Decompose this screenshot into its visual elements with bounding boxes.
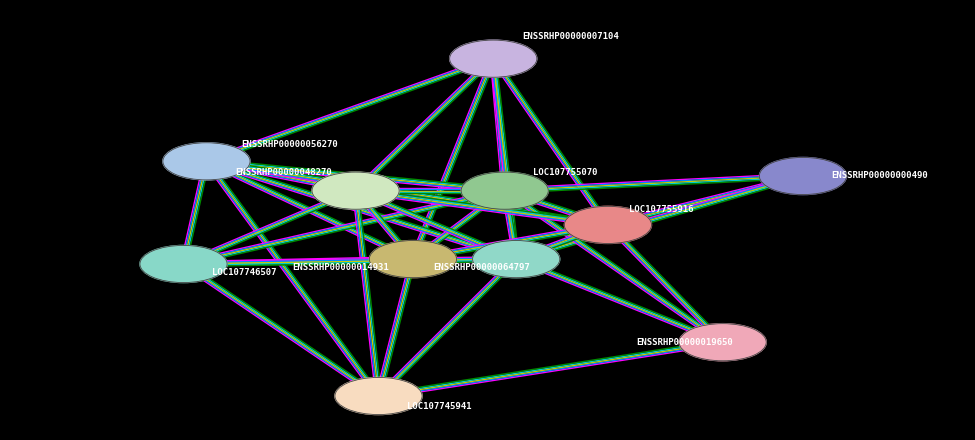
Circle shape (679, 324, 766, 361)
Text: LOC107755070: LOC107755070 (533, 168, 598, 176)
Circle shape (461, 172, 548, 209)
Text: ENSSRHP00000007104: ENSSRHP00000007104 (522, 32, 619, 41)
Circle shape (140, 246, 227, 282)
Text: LOC107745941: LOC107745941 (408, 402, 472, 411)
Text: LOC107746507: LOC107746507 (213, 268, 277, 277)
Text: ENSSRHP00000056270: ENSSRHP00000056270 (241, 140, 337, 149)
Circle shape (760, 158, 846, 194)
Circle shape (449, 40, 537, 77)
Circle shape (370, 241, 456, 278)
Text: ENSSRHP00000014931: ENSSRHP00000014931 (292, 264, 389, 272)
Circle shape (312, 172, 399, 209)
Circle shape (163, 143, 250, 180)
Circle shape (565, 206, 651, 243)
Text: ENSSRHP00000019650: ENSSRHP00000019650 (637, 338, 733, 347)
Text: ENSSRHP00000000490: ENSSRHP00000000490 (832, 172, 928, 180)
Text: ENSSRHP00000048270: ENSSRHP00000048270 (235, 168, 332, 176)
Text: LOC107755916: LOC107755916 (629, 205, 693, 214)
Circle shape (473, 241, 560, 278)
Text: ENSSRHP00000064797: ENSSRHP00000064797 (434, 264, 530, 272)
Circle shape (335, 378, 422, 414)
